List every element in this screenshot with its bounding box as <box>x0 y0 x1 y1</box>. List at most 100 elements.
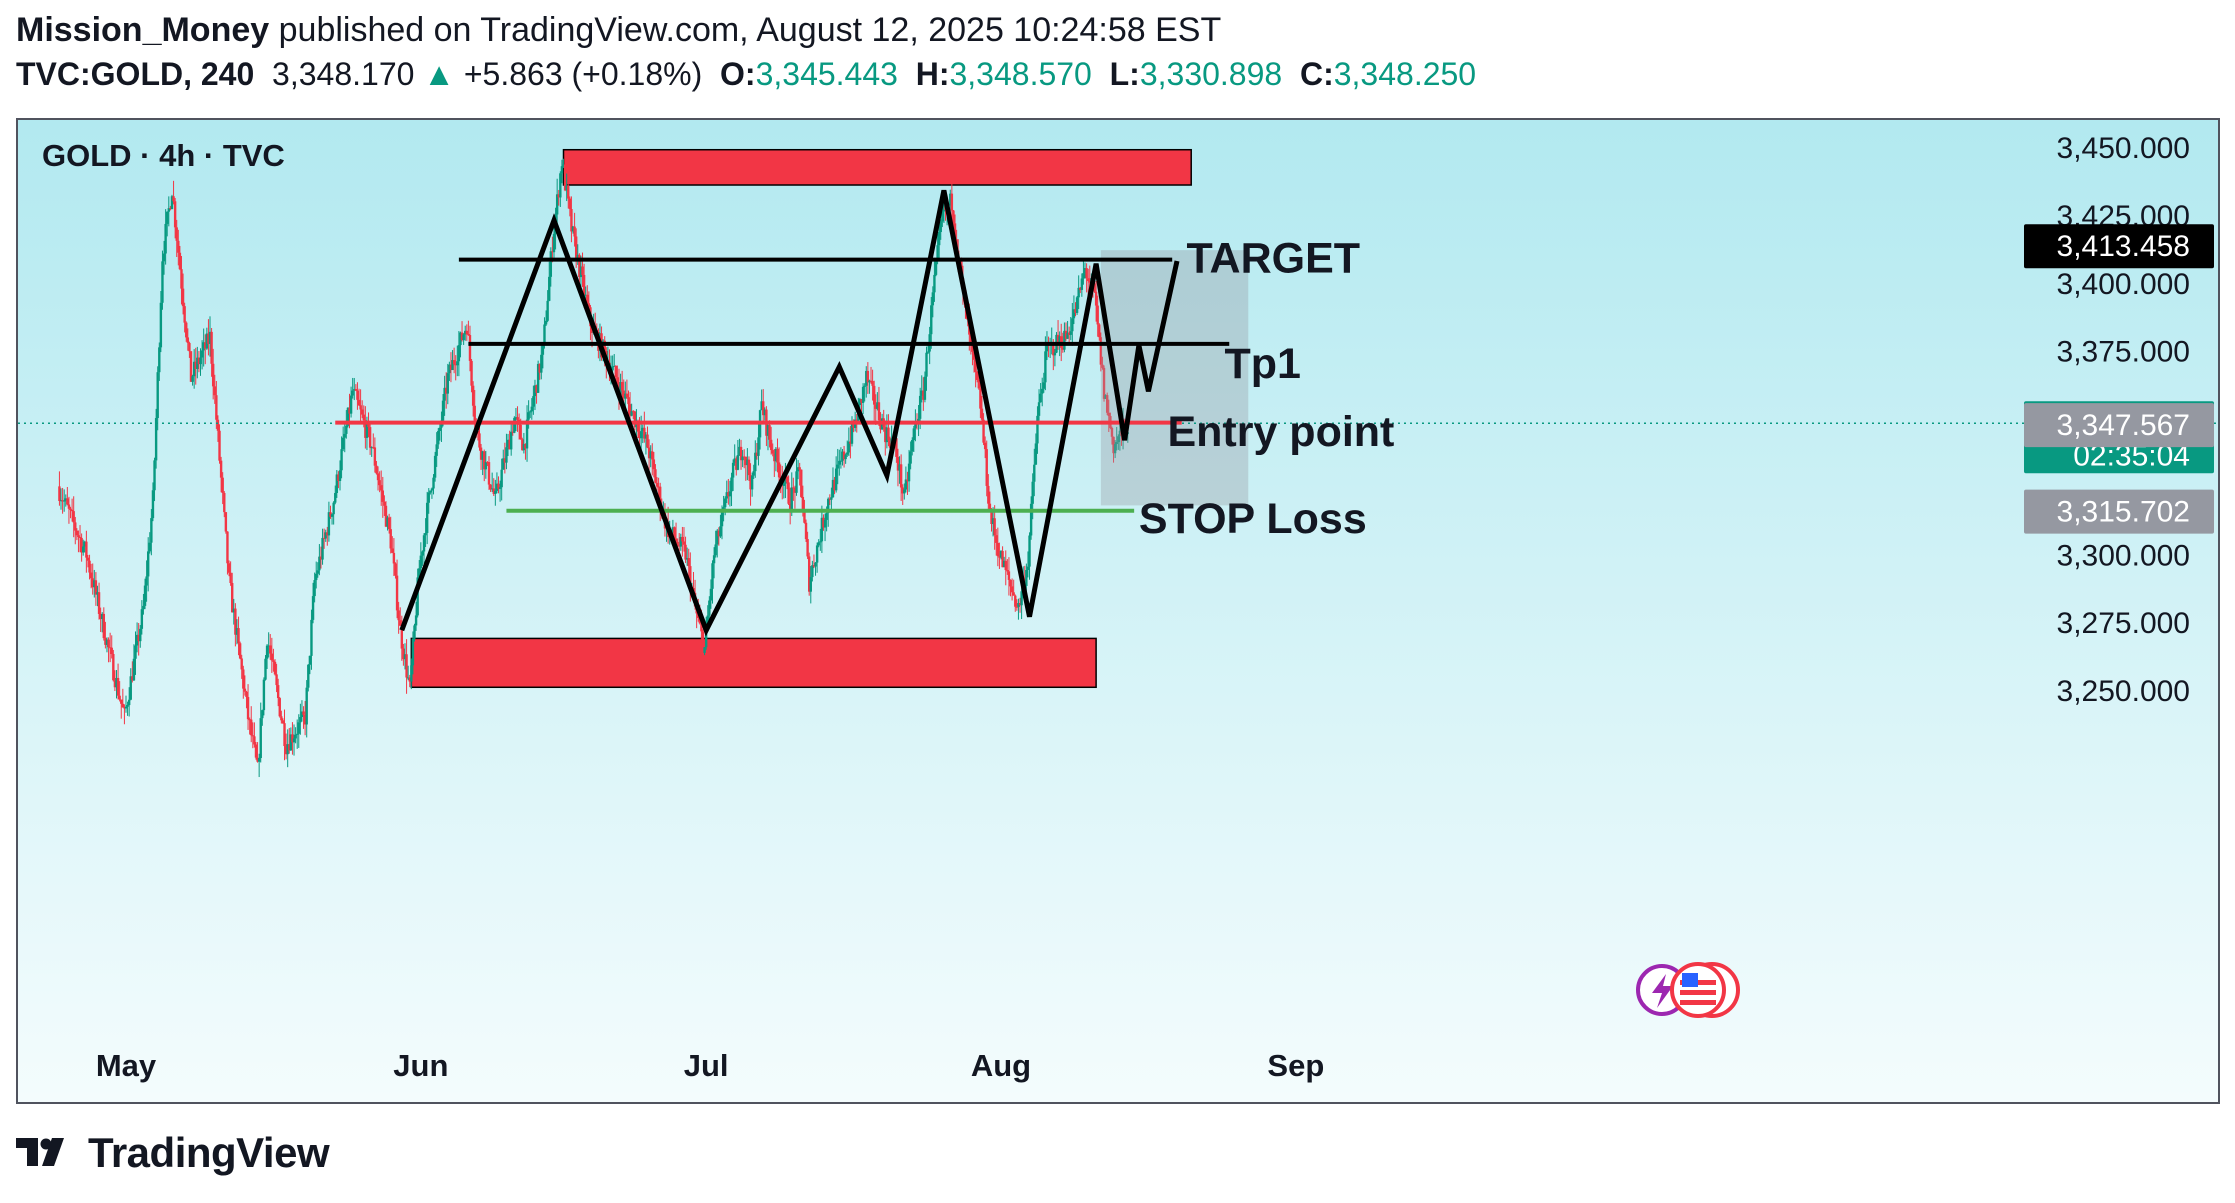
candle-body <box>979 388 982 409</box>
candle-body <box>94 580 98 595</box>
candle <box>108 632 112 663</box>
candle-body <box>153 460 156 491</box>
target-price-label[interactable]: 3,413.458 <box>2024 224 2214 269</box>
candle <box>335 469 339 498</box>
candle <box>150 509 153 556</box>
close-label: C: <box>1299 56 1334 92</box>
candle <box>166 211 169 237</box>
candle-body <box>1106 395 1109 413</box>
candle <box>327 501 331 542</box>
chart-canvas[interactable]: TARGET Tp1 Entry point STOP Loss 3,250.000 3… <box>18 120 2218 1102</box>
candle <box>503 442 507 474</box>
candle <box>256 742 259 763</box>
candle-body <box>64 498 67 501</box>
candle-body <box>769 439 773 451</box>
low-value: 3,330.898 <box>1139 56 1283 92</box>
candle-body <box>552 233 556 253</box>
candle-body <box>768 425 771 440</box>
candle-body <box>403 654 407 660</box>
candle-body <box>1080 278 1084 290</box>
candle <box>96 585 99 607</box>
candle <box>871 369 874 401</box>
candle <box>240 654 243 679</box>
candle <box>487 456 491 490</box>
candle <box>162 240 166 275</box>
candle-body <box>514 417 518 419</box>
candle-body <box>950 193 954 211</box>
candle-body <box>565 185 568 191</box>
candle-body <box>161 261 164 303</box>
resistance-zone <box>562 148 1192 186</box>
candle <box>131 661 134 683</box>
candle-body <box>582 274 586 296</box>
candle <box>338 460 342 491</box>
candle <box>278 696 281 718</box>
candle-body <box>574 236 578 261</box>
candle <box>980 396 984 423</box>
chart-pane[interactable]: TARGET Tp1 Entry point STOP Loss 3,250.000 3… <box>16 118 2220 1104</box>
candle-body <box>678 545 681 547</box>
candle <box>384 501 388 528</box>
candle <box>337 471 340 489</box>
projection-box <box>1100 250 1249 506</box>
candle-body <box>185 322 188 338</box>
candle <box>113 670 117 692</box>
candle-body <box>351 390 354 396</box>
candle-body <box>400 625 404 649</box>
candle <box>387 513 391 534</box>
candle <box>1015 599 1019 611</box>
candle <box>1072 295 1076 325</box>
author-name[interactable]: Mission_Money <box>16 11 270 49</box>
candle <box>134 631 137 675</box>
candle <box>1028 532 1031 580</box>
candle-body <box>1069 331 1072 335</box>
candle <box>462 333 465 345</box>
candle-body <box>112 653 115 681</box>
candle <box>62 489 66 512</box>
lightning-glyph <box>1652 974 1673 1008</box>
candle-body <box>158 347 161 373</box>
candle-body <box>246 697 250 720</box>
candle-body <box>798 467 801 470</box>
candle-body <box>903 489 906 494</box>
candle <box>838 449 841 476</box>
economic-events[interactable] <box>1636 962 1740 1018</box>
candle-body <box>93 580 96 588</box>
level-price-label-2[interactable]: 3,315.702 <box>2024 489 2214 534</box>
candle-body <box>126 705 129 707</box>
candle-body <box>132 658 136 681</box>
candle <box>887 414 890 447</box>
candle-body <box>1031 481 1034 504</box>
candle <box>1075 296 1079 315</box>
candle-body <box>795 471 798 493</box>
flag-stripe <box>1680 990 1716 995</box>
candle <box>497 476 500 494</box>
candle <box>276 678 280 707</box>
candle-body <box>731 462 735 478</box>
candle-body <box>907 463 911 482</box>
candle-body <box>140 609 144 629</box>
candle-body <box>259 718 262 759</box>
candle <box>508 430 511 450</box>
candle-body <box>819 541 822 543</box>
candle-body <box>495 483 499 491</box>
candle <box>235 619 239 645</box>
candle-body <box>548 276 551 301</box>
candle-body <box>529 411 532 413</box>
candle-body <box>1074 309 1077 313</box>
candle <box>186 328 190 351</box>
tradingview-footer[interactable]: TradingView <box>16 1128 330 1178</box>
candle-body <box>613 365 616 367</box>
candle-body <box>687 558 690 567</box>
candle <box>105 637 109 653</box>
candle-body <box>1066 332 1069 339</box>
candle <box>733 444 736 466</box>
level-price-label-1[interactable]: 3,347.567 <box>2024 403 2214 448</box>
candle <box>58 471 61 506</box>
candle-body <box>1112 436 1115 454</box>
symbol-label[interactable]: TVC:GOLD, 240 <box>16 56 255 92</box>
candle-body <box>1026 566 1030 570</box>
last-price: 3,348.170 <box>272 56 415 92</box>
candle <box>353 377 356 401</box>
candle-body <box>159 302 163 348</box>
